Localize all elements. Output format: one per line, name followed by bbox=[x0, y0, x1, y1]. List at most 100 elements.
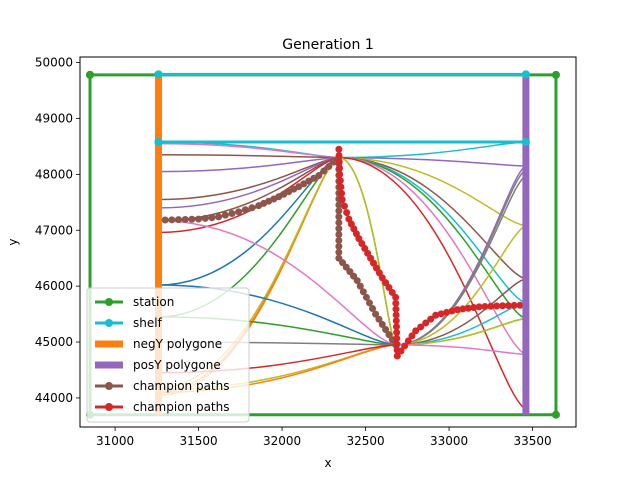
champion-red-marker bbox=[340, 202, 348, 210]
champion-brown-marker bbox=[175, 216, 183, 224]
path-line-31 bbox=[395, 169, 527, 346]
x-tick-label: 32000 bbox=[263, 434, 301, 448]
champion-red-marker bbox=[382, 279, 390, 287]
path-line-20 bbox=[338, 141, 526, 159]
champion-red-marker bbox=[338, 189, 346, 197]
path-line-37 bbox=[395, 317, 526, 346]
x-tick-label: 31000 bbox=[96, 434, 134, 448]
champion-brown-marker bbox=[378, 320, 386, 328]
shelf-marker bbox=[521, 137, 530, 146]
champion-brown-marker bbox=[335, 219, 343, 227]
champion-red-marker bbox=[388, 288, 396, 296]
legend-marker bbox=[105, 319, 113, 327]
path-line-15 bbox=[158, 220, 396, 346]
champion-red-marker bbox=[453, 306, 461, 314]
legend-label: shelf bbox=[133, 316, 163, 330]
champion-brown-marker bbox=[335, 231, 343, 239]
champion-red-marker bbox=[385, 284, 393, 292]
champion-red-marker bbox=[412, 327, 420, 335]
champion-brown-marker bbox=[235, 208, 243, 216]
ticks-layer: 31000 31500 32000 32500 33000 33500 44000 45000… bbox=[35, 56, 552, 448]
champion-brown-marker bbox=[181, 215, 189, 223]
champion-red-marker bbox=[404, 337, 412, 345]
champion-red-marker bbox=[493, 302, 501, 310]
champion-brown-marker bbox=[335, 248, 343, 256]
champion-red-marker bbox=[335, 152, 343, 160]
champion-red-marker bbox=[336, 177, 344, 185]
champion-brown-marker bbox=[335, 201, 343, 209]
shelf-marker bbox=[154, 137, 163, 146]
champion-red-marker bbox=[393, 340, 401, 348]
champion-red-marker bbox=[487, 302, 495, 310]
axes-frame bbox=[79, 56, 577, 428]
y-tick-label: 47000 bbox=[35, 223, 73, 237]
champion-red-marker bbox=[393, 334, 401, 342]
legend-box bbox=[86, 287, 250, 423]
champion-red-marker bbox=[475, 303, 483, 311]
path-line-26 bbox=[338, 156, 527, 356]
champion-brown-marker bbox=[385, 331, 393, 339]
x-tick-label: 31500 bbox=[179, 434, 217, 448]
champion-brown-marker bbox=[241, 206, 249, 214]
champion-brown-marker bbox=[168, 216, 176, 224]
path-line-30 bbox=[395, 165, 527, 346]
champion-red-marker bbox=[335, 164, 343, 172]
champion-red-marker bbox=[516, 301, 524, 309]
champion-red-marker bbox=[401, 342, 409, 350]
champion-brown-marker bbox=[372, 310, 380, 318]
shelf-marker bbox=[154, 70, 163, 79]
path-line-21 bbox=[338, 156, 526, 167]
y-tick-label: 50000 bbox=[35, 56, 73, 70]
x-tick-label: 32500 bbox=[346, 434, 384, 448]
legend-label: champion paths bbox=[133, 400, 230, 414]
chart-title: Generation 1 bbox=[282, 37, 373, 53]
legend-label: champion paths bbox=[133, 379, 230, 393]
champion-red-marker bbox=[393, 352, 401, 360]
path-line-32 bbox=[395, 175, 527, 346]
champion-red-marker bbox=[336, 170, 344, 178]
champion-red-marker bbox=[392, 323, 400, 331]
station-marker bbox=[551, 70, 560, 79]
champion-red-marker bbox=[443, 308, 451, 316]
champion-red-marker bbox=[392, 299, 400, 307]
champion-red-marker bbox=[335, 145, 343, 153]
champion-red-marker bbox=[417, 323, 425, 331]
path-line-3 bbox=[158, 156, 339, 173]
y-tick-label: 46000 bbox=[35, 279, 73, 293]
champion-red-marker bbox=[437, 310, 445, 318]
champion-brown-marker bbox=[359, 288, 367, 296]
path-line-22 bbox=[338, 156, 526, 227]
champion-red-marker bbox=[392, 293, 400, 301]
champion-red-marker bbox=[337, 183, 345, 191]
champion-red-marker bbox=[470, 304, 478, 312]
shelf-line bbox=[156, 72, 528, 144]
y-tick-label: 49000 bbox=[35, 111, 73, 125]
champion-red-marker bbox=[338, 196, 346, 204]
champion-brown-marker bbox=[356, 282, 364, 290]
champion-brown-marker bbox=[353, 277, 361, 285]
champion-red-marker bbox=[408, 332, 416, 340]
path-line-2 bbox=[158, 154, 339, 159]
champion-brown-marker bbox=[375, 315, 383, 323]
y-tick-label: 45000 bbox=[35, 335, 73, 349]
champion-red-marker bbox=[393, 329, 401, 337]
shelf-marker bbox=[521, 70, 530, 79]
champion-red-marker bbox=[343, 209, 351, 217]
champion-red-marker bbox=[432, 311, 440, 319]
champion-red-marker bbox=[392, 311, 400, 319]
champion-red-marker bbox=[422, 319, 430, 327]
path-line-34 bbox=[395, 278, 527, 346]
champion-brown-marker bbox=[248, 204, 256, 212]
champion-brown-marker bbox=[228, 209, 236, 217]
x-axis-title: x bbox=[324, 456, 331, 470]
champion-brown-marker bbox=[325, 163, 333, 171]
champion-red-marker bbox=[397, 347, 405, 355]
legend: station shelf negY polygone posY polygone ch… bbox=[86, 287, 250, 423]
champion-red-marker bbox=[459, 305, 467, 313]
champion-brown-marker bbox=[335, 207, 343, 215]
champion-brown-marker bbox=[201, 214, 209, 222]
champion-red-marker bbox=[378, 274, 386, 282]
champion-brown-marker bbox=[362, 293, 370, 301]
